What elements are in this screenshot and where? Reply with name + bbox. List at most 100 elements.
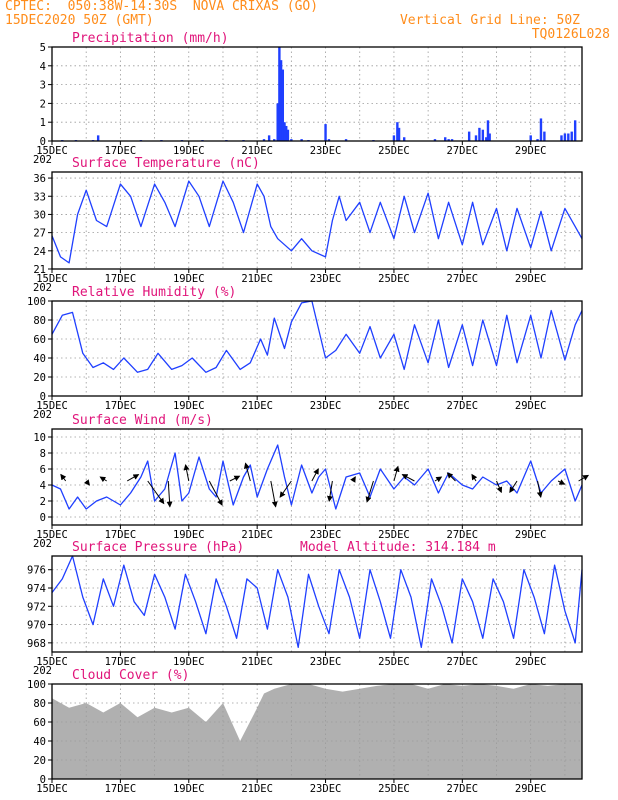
- wind-y-tick-label: 4: [40, 480, 46, 492]
- precip-bar: [402, 137, 406, 141]
- precip-bar: [397, 127, 401, 141]
- wind-vector-arrow: [147, 480, 165, 505]
- wind-vector-arrow: [311, 468, 319, 482]
- pressure-series-line: [51, 555, 583, 649]
- wind-vector-arrow: [60, 473, 67, 482]
- temp-y-tick-label: 33: [33, 191, 46, 203]
- temp-x-tick-label: 15DEC: [36, 273, 68, 285]
- cloud-x-tick-label: 23DEC: [310, 783, 342, 795]
- precip-bar: [485, 137, 488, 141]
- cloud-x-tick-label: 21DEC: [241, 783, 273, 795]
- wind-x-tick-label: 23DEC: [310, 529, 342, 541]
- wind-y-tick-label: 8: [40, 448, 46, 460]
- wind-x-tick-label: 29DEC: [515, 529, 547, 541]
- pressure-panel-title: Surface Pressure (hPa): [72, 540, 244, 555]
- wind-x-tick-label: 19DEC: [173, 529, 205, 541]
- rh-y-tick-label: 0: [40, 391, 46, 403]
- wind-y-tick-label: 2: [40, 496, 46, 508]
- rh-x-tick-label: 23DEC: [310, 400, 342, 412]
- precip-bar: [327, 139, 331, 141]
- precip-bar: [474, 135, 478, 141]
- cloud-panel-title: Cloud Cover (%): [72, 668, 189, 683]
- precip-bar: [281, 69, 285, 141]
- wind-vector-arrow: [393, 465, 400, 482]
- pressure-frame: [51, 555, 583, 653]
- header-station: CPTEC: 050:38W-14:30S NOVA CRIXAS (GO): [5, 0, 319, 14]
- rh-y-tick-label: 60: [33, 334, 46, 346]
- pressure-y-tick-label: 976: [27, 565, 46, 577]
- temp-x-tick-label: 23DEC: [310, 273, 342, 285]
- precip-y-tick-label: 5: [40, 42, 46, 54]
- pressure-y-tick-label: 972: [27, 601, 46, 613]
- cloud-y-tick-label: 40: [33, 736, 46, 748]
- temp-panel: 21 24 27 30 33 36 15DEC 17DEC 19DEC 21DEC 23DEC 25D…: [33, 156, 583, 294]
- precip-frame: [51, 46, 583, 142]
- precip-x-tick-label: 17DEC: [105, 145, 137, 157]
- wind-vector-arrow: [471, 473, 478, 482]
- precip-bar: [286, 129, 290, 141]
- rh-x-tick-label: 19DEC: [173, 400, 205, 412]
- rh-x-tick-label: 29DEC: [515, 400, 547, 412]
- wind-vector-arrow: [243, 462, 251, 482]
- cloud-y-tick-label: 100: [27, 679, 46, 691]
- pressure-panel: 968 970 972 974 976 15DEC 17DEC 19DEC 21DEC 23DEC…: [27, 540, 583, 677]
- wind-vector-arrow: [509, 480, 518, 494]
- wind-y-tick-label: 10: [33, 432, 46, 444]
- precip-y-tick-label: 3: [40, 80, 46, 92]
- wind-vector-arrow: [126, 474, 140, 482]
- wind-vector-arrow: [99, 476, 107, 483]
- wind-vector-arrow: [166, 480, 173, 508]
- precip-x-tick-label: 23DEC: [310, 145, 342, 157]
- rh-y-tick-label: 20: [33, 372, 46, 384]
- wind-vector-arrow: [183, 464, 190, 482]
- precip-bar: [567, 133, 570, 141]
- wind-x-tick-label: 27DEC: [447, 529, 479, 541]
- cloud-x-tick-label: 17DEC: [105, 783, 137, 795]
- header-datetime: 15DEC2020 50Z (GMT): [5, 13, 154, 28]
- precip-bar: [573, 120, 577, 141]
- temp-y-tick-label: 21: [33, 264, 46, 276]
- precip-bar: [96, 135, 100, 141]
- pressure-x-tick-label: 29DEC: [515, 656, 547, 668]
- precip-y-tick-label: 4: [40, 61, 46, 73]
- precip-y-tick-label: 2: [40, 98, 46, 110]
- precip-bar: [392, 135, 396, 141]
- pressure-y-tick-label: 968: [27, 638, 46, 650]
- pressure-x-tick-label: 15DEC: [36, 656, 68, 668]
- temp-y-tick-label: 27: [33, 228, 46, 240]
- temp-x-tick-label: 17DEC: [105, 273, 137, 285]
- temp-series-line: [51, 180, 583, 264]
- wind-y-tick-label: 0: [40, 512, 46, 524]
- rh-x-tick-label: 25DEC: [378, 400, 410, 412]
- precip-bar: [300, 139, 303, 141]
- precip-bar: [467, 131, 471, 141]
- wind-y-tick-label: 6: [40, 464, 46, 476]
- rh-y-tick-label: 100: [27, 296, 46, 308]
- pressure-x-tick-label: 19DEC: [173, 656, 205, 668]
- temp-x-tick-label: 29DEC: [515, 273, 547, 285]
- wind-vector-arrow: [270, 480, 278, 508]
- cloud-y-tick-label: 20: [33, 755, 46, 767]
- precip-bar: [450, 139, 454, 141]
- cloud-x-tick-label: 19DEC: [173, 783, 205, 795]
- rh-x-tick-label: 21DEC: [241, 400, 273, 412]
- precip-x-tick-label: 15DEC: [36, 145, 68, 157]
- precip-bar: [262, 139, 266, 141]
- wind-panel-title: Surface Wind (m/s): [72, 413, 213, 428]
- wind-series-line: [51, 444, 583, 510]
- cloud-x-tick-label: 29DEC: [515, 783, 547, 795]
- precip-x-tick-label: 25DEC: [378, 145, 410, 157]
- wind-frame: [51, 428, 583, 526]
- precip-panel-title: Precipitation (mm/h): [72, 31, 229, 46]
- wind-panel: 0 2 4 6 8 10 15DEC 17DEC 19DEC 21DEC 23DEC 25DEC 27D…: [33, 413, 590, 550]
- precip-bar: [570, 131, 573, 141]
- wind-x-tick-label: 15DEC: [36, 529, 68, 541]
- rh-series-line: [51, 300, 583, 373]
- cloud-y-tick-label: 60: [33, 717, 46, 729]
- rh-panel: 0 20 40 60 80 100 15DEC 17DEC 19DEC 21DEC 23DEC 25D…: [27, 285, 583, 421]
- precip-bar: [278, 47, 281, 141]
- header-model-code: TQ0126L028: [531, 27, 610, 42]
- wind-vector-arrow: [279, 480, 292, 498]
- cloud-panel: 0 20 40 60 80 100 15DEC 17DEC 19DEC 21DEC 23DEC 25D…: [27, 668, 583, 795]
